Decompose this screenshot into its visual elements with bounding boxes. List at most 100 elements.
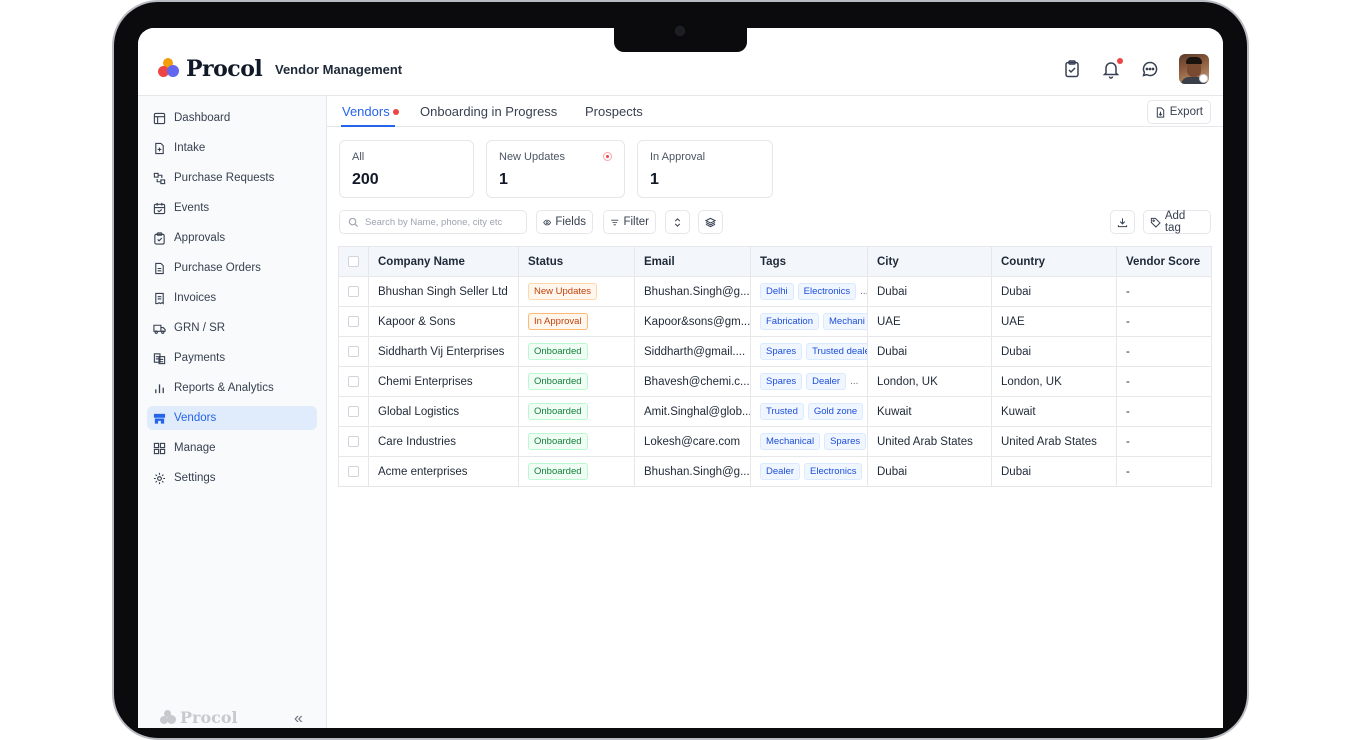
column-header[interactable]: Company Name <box>368 246 519 277</box>
sidebar-item-invoices[interactable]: Invoices <box>147 286 317 310</box>
table-row[interactable]: Acme enterprises Onboarded Bhushan.Singh@g… <box>338 456 1212 487</box>
download-button[interactable] <box>1110 210 1135 234</box>
sidebar-item-purchase-requests[interactable]: Purchase Requests <box>147 166 317 190</box>
row-checkbox[interactable] <box>338 276 369 307</box>
tag-icon <box>1150 217 1161 228</box>
chat-icon[interactable] <box>1140 59 1160 79</box>
alert-dot-icon <box>603 152 612 161</box>
purchase-requests-icon <box>153 172 166 184</box>
sidebar-item-label: Intake <box>174 142 206 154</box>
sidebar-item-label: Purchase Requests <box>174 172 275 184</box>
sidebar-item-grn-sr[interactable]: GRN / SR <box>147 316 317 340</box>
collapse-sidebar-button[interactable]: « <box>294 710 303 727</box>
sidebar-item-intake[interactable]: Intake <box>147 136 317 160</box>
sidebar-item-purchase-orders[interactable]: Purchase Orders <box>147 256 317 280</box>
column-header[interactable]: Country <box>991 246 1117 277</box>
row-checkbox[interactable] <box>338 456 369 487</box>
email-cell: Bhavesh@chemi.c... <box>634 366 751 397</box>
column-header[interactable]: Tags <box>750 246 868 277</box>
grid-icon <box>153 442 166 454</box>
tab-notification-dot <box>392 108 399 115</box>
column-header[interactable]: Status <box>518 246 635 277</box>
tab-onboarding[interactable]: Onboarding in Progress <box>420 104 558 119</box>
invoices-icon <box>155 292 164 305</box>
vendor-score-cell: - <box>1116 396 1212 427</box>
eye-icon <box>543 219 552 225</box>
card-label: In Approval <box>650 151 706 163</box>
search-input[interactable] <box>365 216 525 228</box>
table-row[interactable]: Kapoor & Sons In Approval Kapoor&sons@gm..… <box>338 306 1212 337</box>
more-tags-indicator[interactable]: ... <box>860 286 866 297</box>
status-cell: Onboarded <box>518 336 635 367</box>
avatar[interactable] <box>1179 54 1209 84</box>
more-tags-indicator[interactable]: ... <box>850 376 859 387</box>
sidebar-item-label: Dashboard <box>174 112 231 124</box>
sidebar-item-vendors[interactable]: Vendors <box>147 406 317 430</box>
sort-button[interactable] <box>665 210 690 234</box>
vendor-tag: Spares <box>824 433 867 450</box>
table-row[interactable]: Chemi Enterprises Onboarded Bhavesh@chemi.… <box>338 366 1212 397</box>
table-row[interactable]: Siddharth Vij Enterprises Onboarded Siddha… <box>338 336 1212 367</box>
vendor-tag: Trusted deale <box>806 343 867 360</box>
add-tag-button[interactable]: Add tag <box>1143 210 1211 234</box>
filter-icon <box>611 219 619 225</box>
sidebar-item-events[interactable]: Events <box>147 196 317 220</box>
bell-icon[interactable] <box>1101 58 1123 79</box>
tab-vendors[interactable]: Vendors <box>342 104 399 119</box>
row-checkbox[interactable] <box>338 336 369 367</box>
column-header[interactable]: Email <box>634 246 751 277</box>
sidebar-item-reports[interactable]: Reports & Analytics <box>147 376 317 400</box>
sidebar-item-dashboard[interactable]: Dashboard <box>147 106 317 130</box>
sidebar-item-label: GRN / SR <box>174 322 226 334</box>
summary-card-in-approval[interactable]: In Approval 1 <box>637 140 773 198</box>
vendor-tag: Dealer <box>806 373 847 390</box>
events-icon <box>153 202 166 214</box>
column-header[interactable]: Vendor Score <box>1116 246 1212 277</box>
country-cell: Dubai <box>991 456 1117 487</box>
fields-button[interactable]: Fields <box>536 210 593 234</box>
fields-label: Fields <box>555 216 586 228</box>
tab-label: Vendors <box>342 104 390 119</box>
filter-button[interactable]: Filter <box>603 210 656 234</box>
table-row[interactable]: Care Industries Onboarded Lokesh@care.com M… <box>338 426 1212 457</box>
store-icon <box>153 413 166 424</box>
status-cell: Onboarded <box>518 456 635 487</box>
city-cell: UAE <box>867 306 992 337</box>
company-name-cell: Global Logistics <box>368 396 519 427</box>
sidebar-item-payments[interactable]: Payments <box>147 346 317 370</box>
vendor-tag: Gold zone <box>807 403 864 420</box>
country-cell: United Arab States <box>991 426 1117 457</box>
vendor-tag: Electronics <box>804 463 863 480</box>
table-row[interactable]: Global Logistics Onboarded Amit.Singhal@gl… <box>338 396 1212 427</box>
row-checkbox[interactable] <box>338 396 369 427</box>
sidebar-item-label: Vendors <box>174 412 217 424</box>
tags-cell: Spares Trusted deale <box>750 336 868 367</box>
tab-prospects[interactable]: Prospects <box>585 104 643 119</box>
company-name-cell: Siddharth Vij Enterprises <box>368 336 519 367</box>
vendor-score-cell: - <box>1116 336 1212 367</box>
row-checkbox[interactable] <box>338 306 369 337</box>
layers-button[interactable] <box>698 210 723 234</box>
summary-card-all[interactable]: All 200 <box>339 140 474 198</box>
column-header[interactable]: City <box>867 246 992 277</box>
row-checkbox[interactable] <box>338 366 369 397</box>
table-row[interactable]: Bhushan Singh Seller Ltd New Updates Bhush… <box>338 276 1212 307</box>
search-box[interactable] <box>339 210 527 234</box>
sidebar-item-settings[interactable]: Settings <box>147 466 317 490</box>
brand-logo[interactable]: Procol <box>158 56 263 82</box>
vendor-score-cell: - <box>1116 276 1212 307</box>
city-cell: United Arab States <box>867 426 992 457</box>
sidebar-item-approvals[interactable]: Approvals <box>147 226 317 250</box>
purchase-orders-icon <box>155 262 164 274</box>
select-all-checkbox[interactable] <box>338 246 369 277</box>
dashboard-icon <box>153 112 166 124</box>
procol-logo-icon <box>158 58 180 80</box>
status-cell: Onboarded <box>518 396 635 427</box>
status-badge: Onboarded <box>528 463 588 480</box>
export-button[interactable]: Export <box>1146 100 1211 124</box>
sidebar-item-manage[interactable]: Manage <box>147 436 317 460</box>
clipboard-check-icon[interactable] <box>1062 59 1082 79</box>
summary-card-new-updates[interactable]: New Updates 1 <box>486 140 625 198</box>
row-checkbox[interactable] <box>338 426 369 457</box>
vendor-tag: Delhi <box>760 283 794 300</box>
